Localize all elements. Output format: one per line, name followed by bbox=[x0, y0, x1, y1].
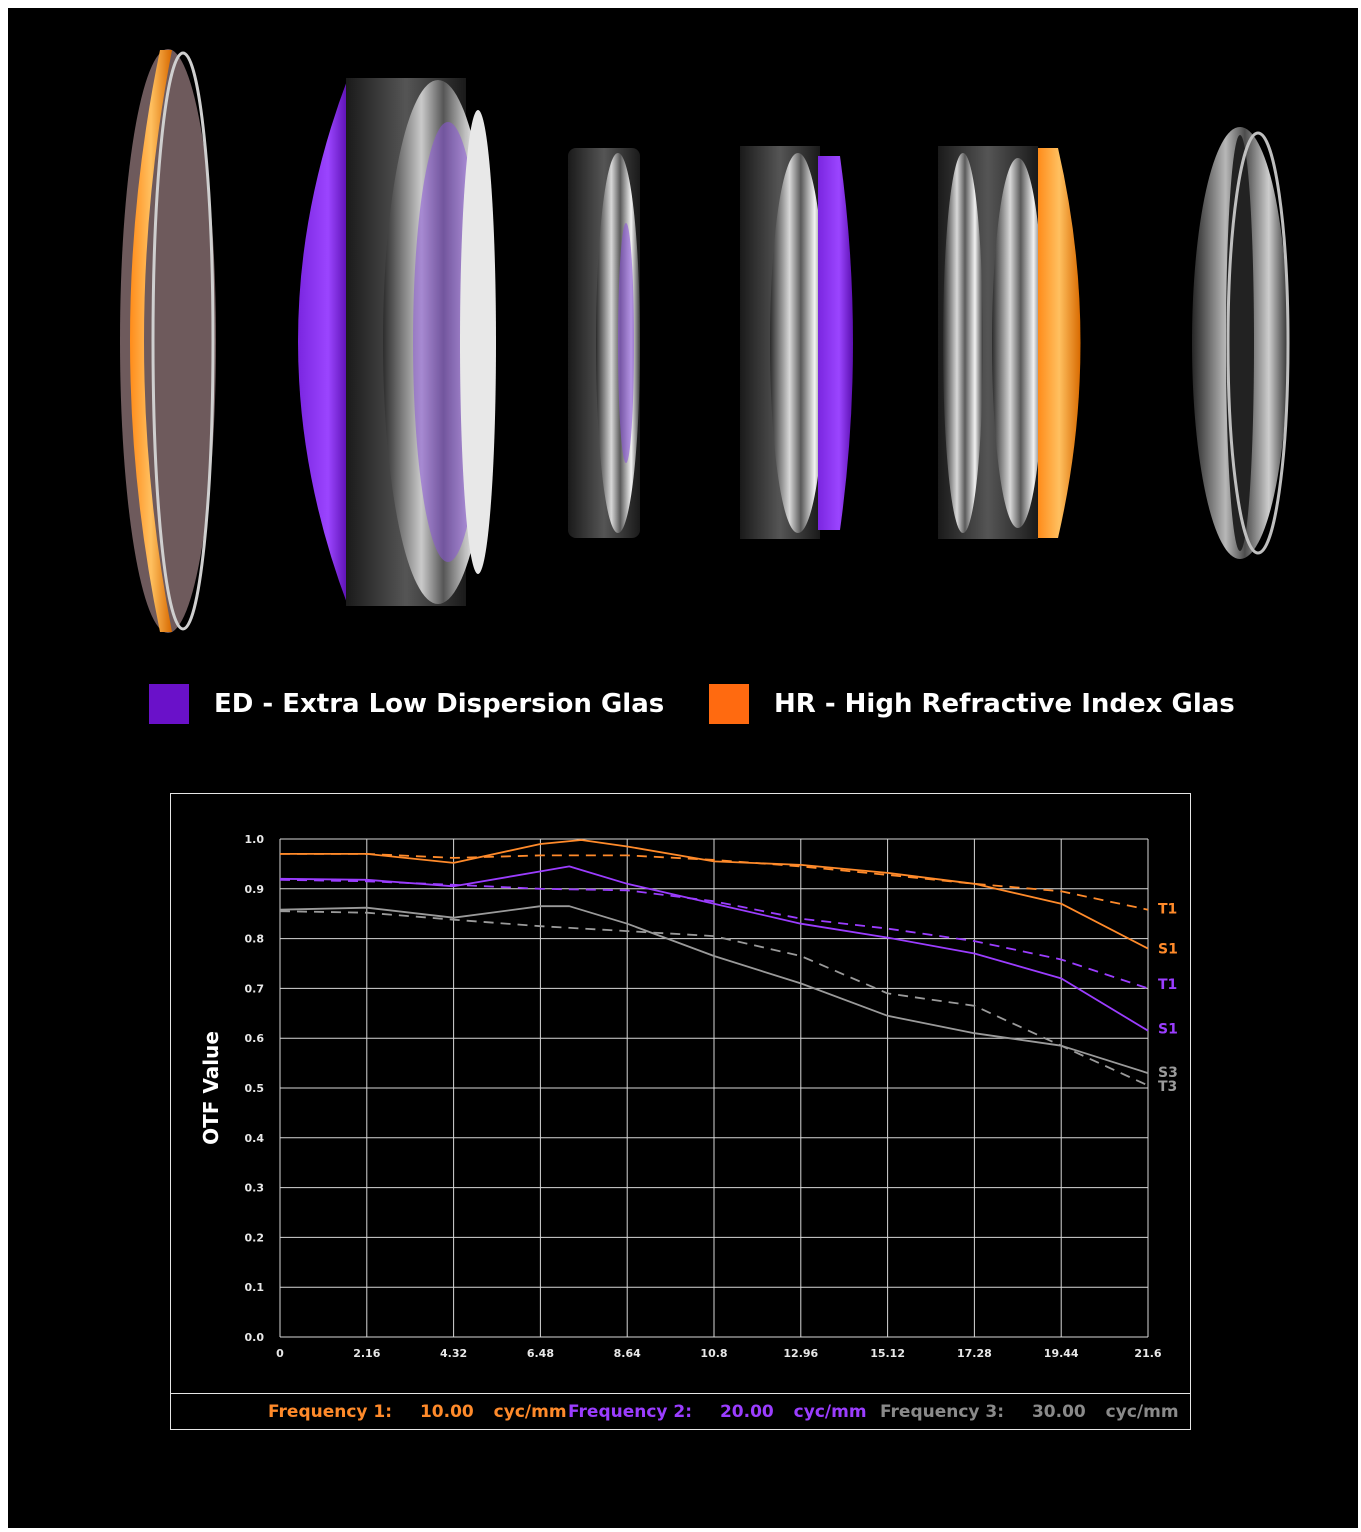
y-tick-label: 0.9 bbox=[245, 883, 265, 896]
x-tick-label: 12.96 bbox=[783, 1347, 818, 1360]
otf-chart: 0 2.16 4.32 6.48 8.64 10.8 12.96 15.12 17.28 19.4… bbox=[199, 833, 1178, 1360]
lens-element-5 bbox=[938, 146, 1081, 539]
page-canvas: ED - Extra Low Dispersion Glas HR - High… bbox=[8, 8, 1358, 1528]
frequency-1-label: Frequency 1: bbox=[268, 1402, 393, 1422]
series-line-t1 bbox=[279, 878, 1149, 990]
series-line-s1 bbox=[279, 865, 1149, 1032]
frequency-2-label: Frequency 2: bbox=[568, 1402, 693, 1422]
frequency-1: Frequency 1: 10.00 cyc/mm bbox=[268, 1402, 575, 1422]
y-tick-label: 0.6 bbox=[245, 1032, 265, 1045]
frequency-3: Frequency 3: 30.00 cyc/mm bbox=[880, 1402, 1187, 1422]
y-tick-label: 0.5 bbox=[245, 1082, 265, 1095]
y-tick-label: 0.7 bbox=[245, 982, 265, 995]
series-line-t1 bbox=[280, 853, 1149, 911]
x-tick-label: 10.8 bbox=[700, 1347, 727, 1360]
series-end-label: T1 bbox=[1158, 977, 1177, 993]
series-line-t3 bbox=[279, 910, 1149, 1087]
series-line-s1 bbox=[280, 839, 1149, 950]
x-tick-label: 4.32 bbox=[440, 1347, 467, 1360]
frequency-legend-bar: Frequency 1: 10.00 cyc/mm Frequency 2: 2… bbox=[170, 1393, 1191, 1430]
x-tick-label: 2.16 bbox=[353, 1347, 380, 1360]
series-end-label: S3 bbox=[1158, 1065, 1178, 1081]
legend-item-ed: ED - Extra Low Dispersion Glas bbox=[149, 684, 664, 724]
y-tick-label: 1.0 bbox=[245, 833, 265, 846]
y-tick-label: 0.1 bbox=[245, 1281, 265, 1294]
frequency-3-value: 30.00 bbox=[1031, 1402, 1086, 1422]
legend-label-ed: ED - Extra Low Dispersion Glas bbox=[214, 689, 665, 719]
legend-item-hr: HR - High Refractive Index Glas bbox=[709, 684, 1235, 724]
y-tick-label: 0.2 bbox=[245, 1231, 265, 1244]
y-tick-label: 0.4 bbox=[245, 1132, 265, 1145]
series-end-label: T3 bbox=[1158, 1079, 1177, 1095]
lens-element-1 bbox=[120, 49, 216, 633]
frequency-1-unit: cyc/mm bbox=[493, 1402, 567, 1422]
chart-frame bbox=[170, 793, 1191, 1430]
lens-element-4 bbox=[740, 146, 853, 539]
x-tick-label: 19.44 bbox=[1044, 1347, 1079, 1360]
y-tick-label: 0.8 bbox=[245, 933, 265, 946]
frequency-2: Frequency 2: 20.00 cyc/mm bbox=[568, 1402, 875, 1422]
frequency-3-unit: cyc/mm bbox=[1105, 1402, 1179, 1422]
frequency-3-label: Frequency 3: bbox=[880, 1402, 1005, 1422]
x-tick-label: 21.6 bbox=[1134, 1347, 1161, 1360]
y-tick-label: 0.0 bbox=[245, 1331, 265, 1344]
series-line-s3 bbox=[279, 905, 1149, 1074]
legend-label-hr: HR - High Refractive Index Glas bbox=[774, 689, 1235, 719]
series-end-label: T1 bbox=[1158, 902, 1177, 918]
x-tick-label: 0 bbox=[276, 1347, 284, 1360]
lens-elements-illustration bbox=[120, 49, 1290, 633]
lens-element-2 bbox=[298, 78, 496, 606]
legend-swatch-hr bbox=[709, 684, 749, 724]
frequency-2-value: 20.00 bbox=[719, 1402, 774, 1422]
x-tick-label: 8.64 bbox=[614, 1347, 641, 1360]
series-end-label: S1 bbox=[1158, 1022, 1178, 1038]
y-axis-label: OTF Value bbox=[199, 1031, 223, 1145]
lens-element-6 bbox=[1192, 127, 1290, 559]
legend-swatch-ed bbox=[149, 684, 189, 724]
y-tick-label: 0.3 bbox=[245, 1182, 265, 1195]
x-tick-label: 15.12 bbox=[870, 1347, 905, 1360]
x-tick-label: 6.48 bbox=[527, 1347, 554, 1360]
x-tick-label: 17.28 bbox=[957, 1347, 992, 1360]
series-end-label: S1 bbox=[1158, 942, 1178, 958]
lens-element-3 bbox=[568, 148, 640, 538]
frequency-1-value: 10.00 bbox=[419, 1402, 474, 1422]
frequency-2-unit: cyc/mm bbox=[793, 1402, 867, 1422]
